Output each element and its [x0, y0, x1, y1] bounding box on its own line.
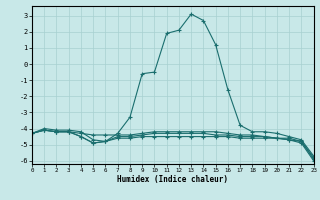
X-axis label: Humidex (Indice chaleur): Humidex (Indice chaleur) — [117, 175, 228, 184]
